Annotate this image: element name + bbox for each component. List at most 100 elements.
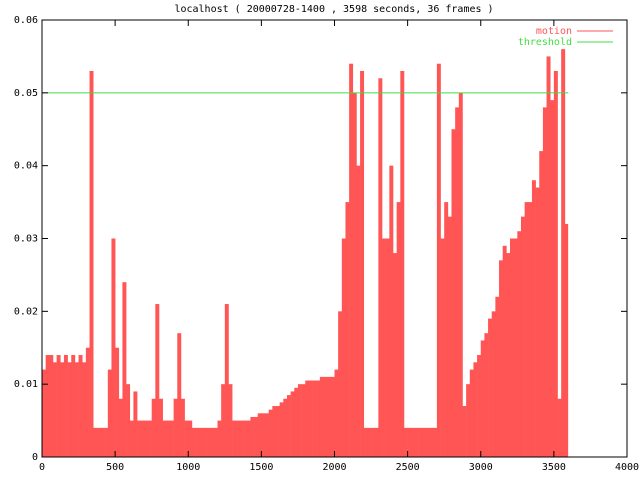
x-tick-label: 1000 (176, 462, 200, 473)
impulse (217, 420, 222, 457)
impulse (235, 420, 240, 457)
impulse (74, 362, 79, 457)
impulse (42, 369, 46, 457)
impulse (371, 427, 376, 457)
legend-label: threshold (518, 37, 572, 48)
impulse (469, 369, 474, 457)
impulse (466, 384, 471, 457)
impulse (564, 223, 569, 457)
impulse (254, 416, 259, 457)
impulse (480, 340, 485, 457)
impulse (440, 238, 445, 457)
impulse (126, 384, 131, 457)
impulse (323, 376, 328, 457)
impulse (327, 376, 332, 457)
impulse (473, 362, 478, 457)
impulse (546, 56, 551, 458)
impulse (122, 282, 127, 457)
impulse (71, 355, 76, 457)
impulse (411, 427, 416, 457)
x-tick-label: 3500 (542, 462, 566, 473)
impulse (561, 49, 566, 458)
chart-title: localhost ( 20000728-1400 , 3598 seconds… (174, 4, 493, 15)
impulse (137, 420, 142, 457)
x-tick-label: 500 (106, 462, 124, 473)
impulse (56, 355, 61, 457)
y-tick-label: 0.05 (14, 88, 38, 99)
impulse (191, 427, 196, 457)
impulse (268, 409, 273, 457)
y-tick-label: 0.03 (14, 234, 38, 245)
impulse (159, 398, 163, 457)
impulse (506, 253, 511, 457)
x-tick-label: 4000 (615, 462, 639, 473)
impulse (148, 420, 152, 457)
impulse (378, 78, 383, 458)
impulse (60, 362, 65, 457)
impulse (553, 70, 558, 457)
impulse (338, 311, 343, 457)
y-tick-label: 0 (32, 452, 38, 463)
impulse (261, 413, 266, 457)
impulse (517, 231, 522, 457)
impulse (400, 70, 405, 457)
impulse (221, 384, 226, 457)
impulse (52, 362, 57, 457)
x-tick-label: 2500 (396, 462, 420, 473)
impulse (352, 92, 357, 457)
impulse (455, 107, 460, 458)
impulse (283, 398, 288, 457)
impulse (294, 387, 299, 457)
impulse (484, 333, 489, 457)
impulse (206, 427, 211, 457)
y-tick-label: 0.06 (14, 15, 38, 26)
impulse (393, 253, 397, 457)
impulse (129, 420, 134, 457)
impulse (166, 420, 171, 457)
impulse (188, 420, 193, 457)
impulse (111, 238, 116, 457)
impulse (433, 427, 438, 457)
impulse (140, 420, 145, 457)
impulse (202, 427, 207, 457)
impulse (360, 70, 365, 457)
impulse (458, 92, 463, 457)
impulse (96, 427, 101, 457)
impulse (213, 427, 218, 457)
impulse (542, 107, 547, 458)
impulse (93, 427, 98, 457)
impulse (491, 311, 496, 457)
impulse (118, 398, 123, 457)
impulse (89, 70, 94, 457)
impulse (305, 380, 310, 457)
impulse (115, 347, 120, 457)
impulse (334, 369, 339, 457)
impulse (396, 202, 401, 457)
impulse (407, 427, 412, 457)
impulse (279, 402, 284, 457)
impulse (444, 202, 449, 457)
impulse (345, 202, 350, 457)
impulse (228, 384, 233, 457)
x-tick-label: 2000 (322, 462, 346, 473)
impulse (319, 376, 324, 457)
impulse (155, 304, 160, 457)
impulse (297, 384, 302, 457)
impulse (243, 420, 248, 457)
impulse (414, 427, 419, 457)
impulse (356, 165, 361, 457)
impulse (535, 187, 540, 457)
impulse (162, 420, 167, 457)
impulse (224, 304, 229, 457)
impulse (528, 202, 533, 457)
impulse (539, 151, 544, 457)
impulse (177, 333, 182, 457)
impulse (290, 391, 295, 457)
impulse (477, 355, 482, 457)
impulse (195, 427, 200, 457)
impulse (67, 362, 72, 457)
impulse (488, 318, 493, 457)
y-tick-label: 0.01 (14, 379, 38, 390)
impulse (425, 427, 430, 457)
x-tick-label: 0 (39, 462, 45, 473)
